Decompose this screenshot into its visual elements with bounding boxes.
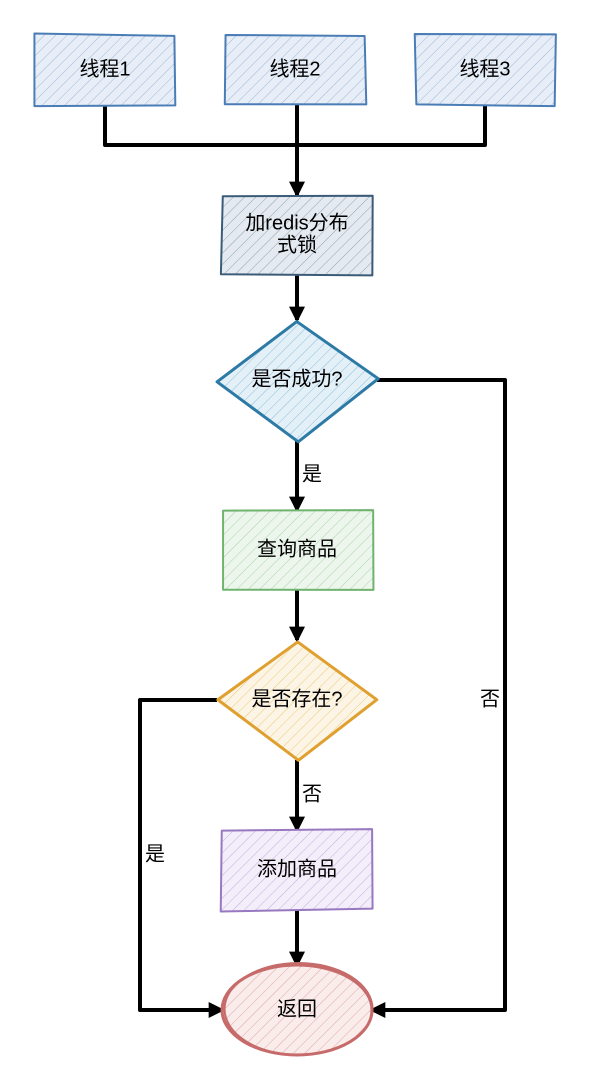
edge-e_t3_merge (297, 105, 485, 145)
node-label-thread3: 线程3 (459, 57, 510, 80)
node-thread1: 线程1 (34, 34, 175, 107)
node-query: 查询商品 (223, 510, 373, 590)
node-thread2: 线程2 (225, 35, 367, 104)
node-label-add: 添加商品 (257, 857, 337, 880)
node-thread3: 线程3 (415, 34, 556, 106)
node-add: 添加商品 (221, 829, 373, 911)
node-label-success: 是否成功? (251, 367, 342, 390)
node-success: 是否成功? (217, 322, 378, 442)
edge-e_t1_merge (105, 105, 297, 145)
node-label-lock-1: 式锁 (277, 233, 317, 256)
node-label-thread1: 线程1 (79, 57, 130, 80)
node-label-query: 查询商品 (257, 537, 337, 560)
node-lock: 加redis分布式锁 (221, 196, 373, 276)
edge-label-e_exists_return_yes: 是 (145, 843, 165, 865)
node-label-return: 返回 (277, 997, 317, 1020)
node-exists: 是否存在? (218, 642, 377, 760)
node-label-exists: 是否存在? (251, 687, 342, 710)
node-return: 返回 (222, 963, 373, 1055)
edge-label-e_success_return_no: 否 (480, 688, 500, 710)
node-label-thread2: 线程2 (269, 57, 320, 80)
edge-label-e_exists_add: 否 (302, 783, 322, 805)
node-label-lock-0: 加redis分布 (245, 211, 348, 234)
edge-label-e_success_query: 是 (302, 463, 322, 485)
